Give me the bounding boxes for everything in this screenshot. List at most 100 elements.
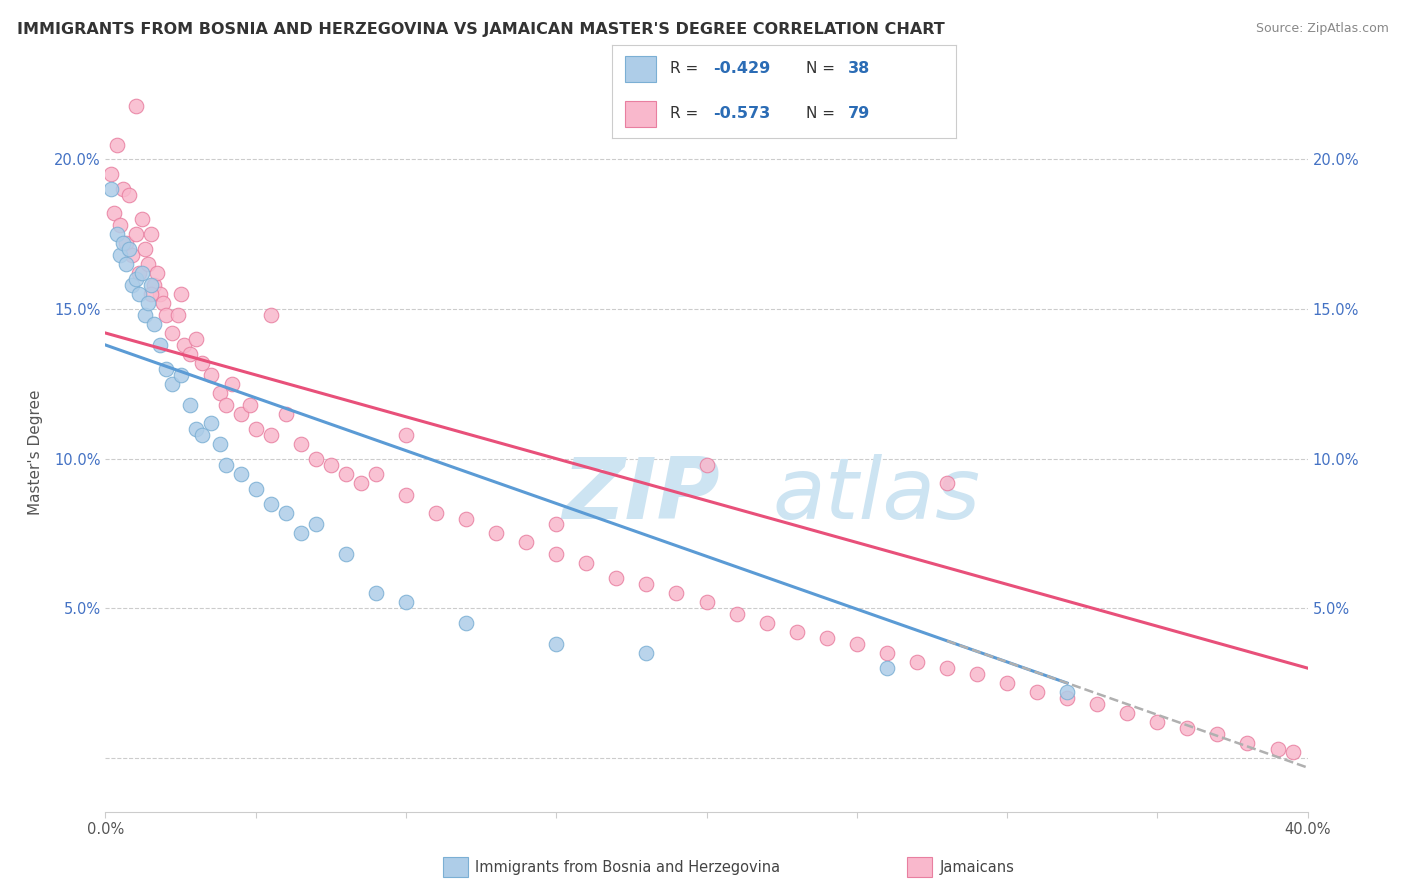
Point — [124, 227, 146, 242]
Point — [454, 511, 477, 525]
Text: N =: N = — [806, 62, 841, 77]
Point — [350, 475, 373, 490]
Point — [936, 661, 959, 675]
Y-axis label: Master's Degree: Master's Degree — [28, 390, 42, 516]
Point — [173, 338, 195, 352]
Point — [305, 451, 328, 466]
Point — [364, 586, 387, 600]
Text: IMMIGRANTS FROM BOSNIA AND HERZEGOVINA VS JAMAICAN MASTER'S DEGREE CORRELATION C: IMMIGRANTS FROM BOSNIA AND HERZEGOVINA V… — [17, 22, 945, 37]
Point — [1236, 736, 1258, 750]
Text: 79: 79 — [848, 106, 870, 121]
Point — [107, 227, 129, 242]
Point — [139, 287, 162, 301]
Text: 38: 38 — [848, 62, 870, 77]
Text: -0.429: -0.429 — [713, 62, 770, 77]
Point — [936, 475, 959, 490]
Point — [103, 206, 125, 220]
Point — [134, 242, 156, 256]
Point — [696, 458, 718, 472]
Point — [124, 272, 146, 286]
Point — [112, 236, 135, 251]
Point — [118, 188, 141, 202]
Point — [305, 517, 328, 532]
Point — [260, 308, 283, 322]
Point — [208, 436, 231, 450]
Point — [290, 436, 312, 450]
Point — [100, 168, 122, 182]
Point — [128, 287, 150, 301]
Point — [1056, 691, 1078, 706]
Text: -0.573: -0.573 — [713, 106, 770, 121]
Point — [454, 616, 477, 631]
Point — [290, 526, 312, 541]
Point — [395, 595, 418, 609]
Point — [425, 506, 447, 520]
Point — [128, 266, 150, 280]
Point — [139, 227, 162, 242]
Point — [905, 655, 928, 669]
Point — [1026, 685, 1049, 699]
Point — [1085, 697, 1108, 711]
Point — [229, 407, 252, 421]
Point — [546, 548, 568, 562]
Point — [121, 278, 143, 293]
Point — [395, 487, 418, 501]
Point — [546, 517, 568, 532]
Point — [1056, 685, 1078, 699]
Point — [115, 236, 138, 251]
Point — [179, 398, 201, 412]
Point — [335, 467, 357, 481]
Point — [200, 368, 222, 382]
Point — [184, 332, 207, 346]
Point — [515, 535, 537, 549]
Point — [107, 137, 129, 152]
Point — [546, 637, 568, 651]
Point — [274, 506, 297, 520]
Point — [152, 296, 174, 310]
Bar — [626, 101, 657, 127]
Point — [131, 266, 153, 280]
Point — [364, 467, 387, 481]
Text: Jamaicans: Jamaicans — [939, 860, 1014, 874]
Point — [1146, 714, 1168, 729]
Point — [155, 308, 177, 322]
Text: Immigrants from Bosnia and Herzegovina: Immigrants from Bosnia and Herzegovina — [475, 860, 780, 874]
Point — [200, 416, 222, 430]
Point — [155, 362, 177, 376]
Point — [845, 637, 868, 651]
Point — [134, 308, 156, 322]
Point — [395, 427, 418, 442]
Point — [142, 278, 165, 293]
Point — [260, 427, 283, 442]
Point — [1281, 745, 1303, 759]
Point — [245, 422, 267, 436]
Point — [136, 296, 159, 310]
Point — [274, 407, 297, 421]
Point — [1206, 727, 1229, 741]
Point — [696, 595, 718, 609]
Point — [725, 607, 748, 622]
Point — [118, 242, 141, 256]
Point — [148, 338, 170, 352]
Point — [145, 266, 167, 280]
Point — [575, 557, 598, 571]
Point — [229, 467, 252, 481]
Point — [160, 326, 183, 340]
Point — [786, 625, 808, 640]
Point — [221, 376, 243, 391]
Text: N =: N = — [806, 106, 841, 121]
Point — [1267, 742, 1289, 756]
Point — [605, 571, 627, 585]
Point — [239, 398, 262, 412]
Point — [876, 646, 898, 660]
Point — [190, 427, 212, 442]
Point — [148, 287, 170, 301]
Point — [335, 548, 357, 562]
Point — [665, 586, 688, 600]
Point — [169, 287, 191, 301]
Point — [124, 98, 146, 112]
Point — [115, 257, 138, 271]
Text: ZIP: ZIP — [562, 454, 720, 537]
Point — [160, 376, 183, 391]
Point — [136, 257, 159, 271]
